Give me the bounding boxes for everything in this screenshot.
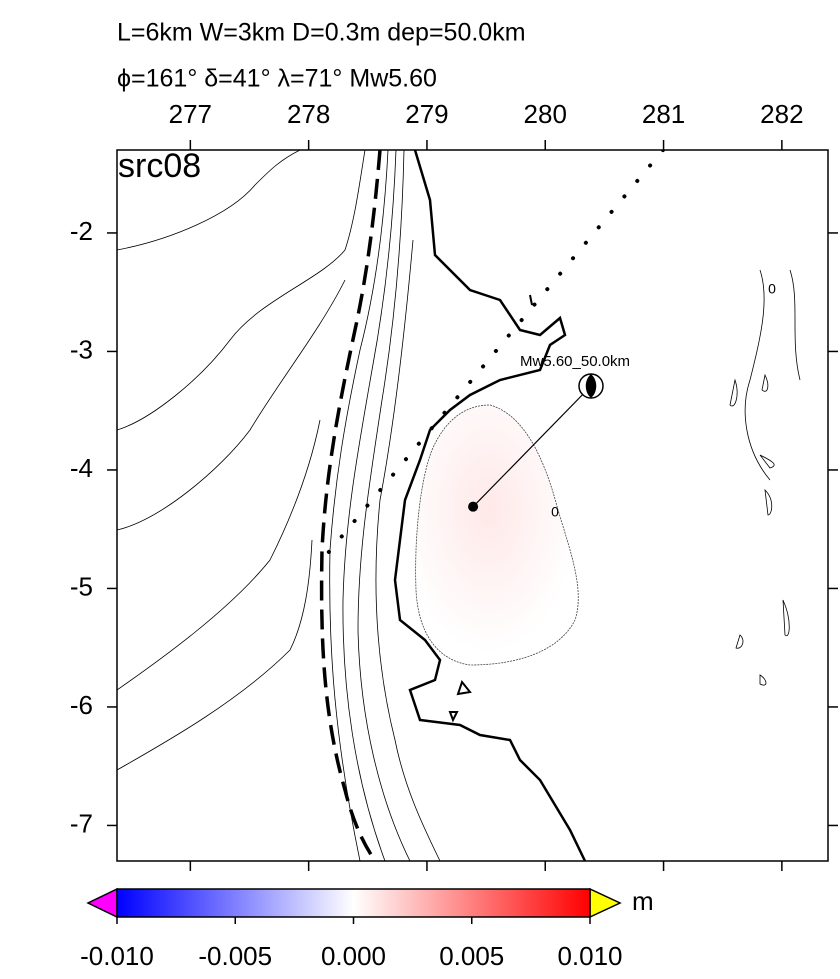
y-tick-label: -5 — [70, 571, 93, 601]
deformation-contour — [415, 404, 579, 666]
source-leader — [472, 385, 592, 508]
x-tick-label: 281 — [642, 99, 685, 129]
coastline — [448, 294, 533, 723]
colorbar-under — [86, 887, 118, 919]
contour-label: 0 — [551, 504, 559, 520]
contour — [117, 539, 313, 771]
contour — [117, 279, 346, 531]
contour — [117, 419, 321, 691]
contour — [357, 150, 411, 861]
x-tick-label: 277 — [169, 99, 212, 129]
contour — [342, 150, 397, 861]
contour — [744, 269, 801, 481]
title-line: L=6km W=3km D=0.3m dep=50.0km — [117, 19, 526, 47]
map-layer — [117, 150, 801, 861]
x-tick-label: 282 — [760, 99, 803, 129]
y-tick-label: -2 — [70, 216, 93, 246]
beachball — [578, 373, 604, 399]
contour — [329, 150, 389, 861]
coastline — [393, 150, 587, 861]
title-line: ϕ=161° δ=41° λ=71° Mw5.60 — [117, 65, 437, 93]
colorbar-over — [589, 887, 622, 919]
colorbar — [116, 888, 591, 918]
epicenter — [468, 501, 479, 512]
colorbar-tick-label: 0.010 — [557, 941, 622, 971]
colorbar-tick-label: 0.005 — [439, 941, 504, 971]
y-tick-label: -3 — [70, 334, 93, 364]
colorbar-tick-label: -0.010 — [80, 941, 154, 971]
source-label: Mw5.60_50.0km — [520, 353, 630, 370]
x-tick-label: 280 — [524, 99, 567, 129]
map-frame — [116, 149, 829, 862]
panel-label: src08 — [118, 147, 201, 185]
contour — [729, 373, 790, 686]
y-tick-label: -4 — [70, 453, 93, 483]
x-tick-label: 278 — [287, 99, 330, 129]
colorbar-unit: m — [632, 886, 654, 916]
colorbar-tick-label: 0.000 — [321, 941, 386, 971]
contour — [117, 150, 366, 431]
y-tick-label: -6 — [70, 690, 93, 720]
contour — [375, 239, 441, 861]
x-tick-label: 279 — [405, 99, 448, 129]
contour-label: 0 — [768, 281, 776, 297]
contour — [117, 150, 301, 251]
trench — [319, 150, 382, 861]
colorbar-tick-label: -0.005 — [198, 941, 272, 971]
y-tick-label: -7 — [70, 808, 93, 838]
